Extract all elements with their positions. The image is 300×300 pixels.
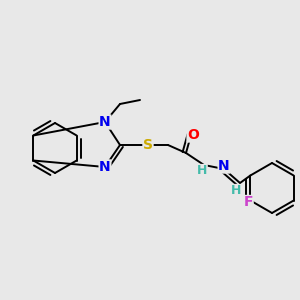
Text: H: H — [197, 164, 207, 178]
Text: N: N — [99, 115, 111, 129]
Text: H: H — [231, 184, 241, 197]
Text: S: S — [143, 138, 153, 152]
Text: O: O — [187, 128, 199, 142]
Text: N: N — [99, 160, 111, 174]
Text: F: F — [244, 196, 253, 209]
Text: N: N — [218, 159, 230, 173]
